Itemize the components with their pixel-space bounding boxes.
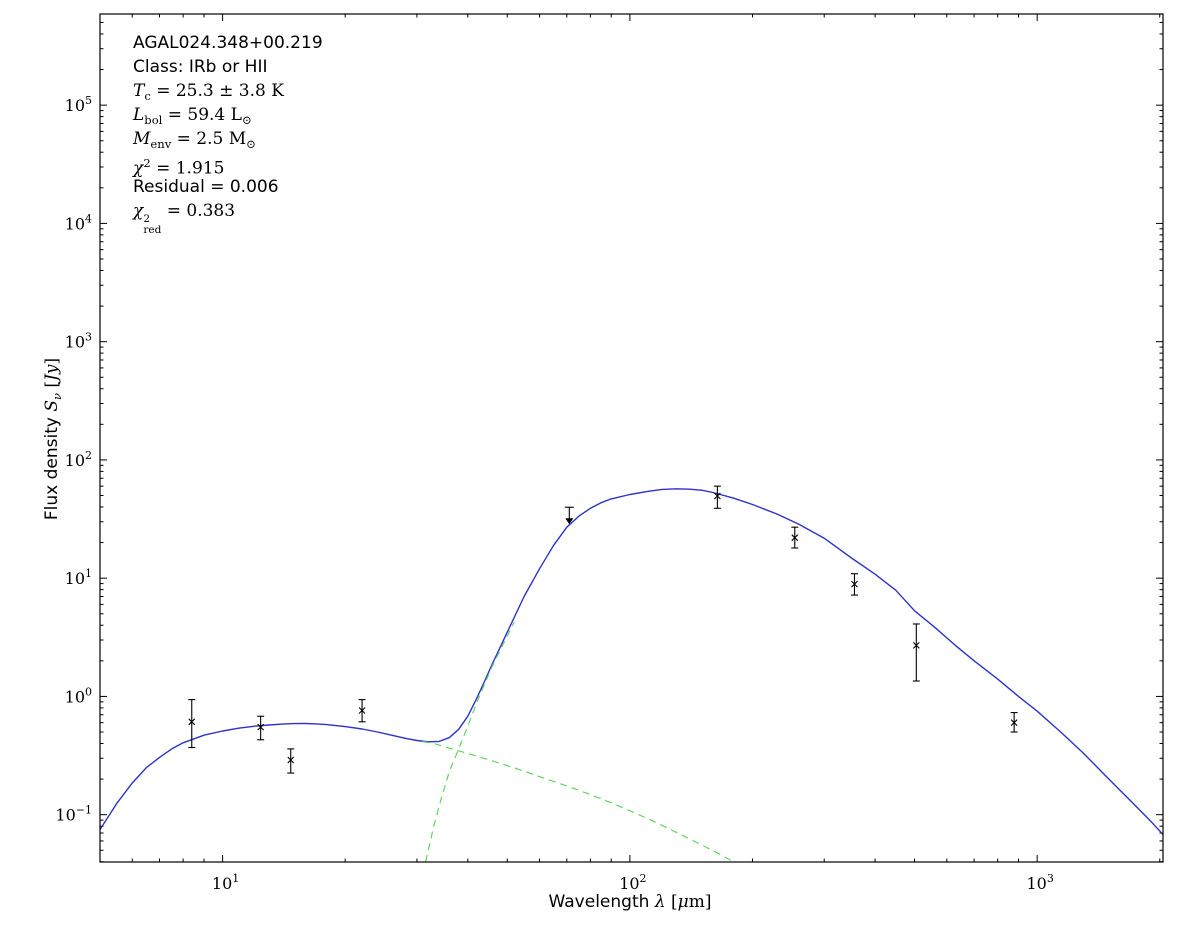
y-tick-label: 102 xyxy=(65,449,92,470)
annotation-block: AGAL024.348+00.219 Class: IRb or HII Tc = … xyxy=(133,31,323,236)
data-point xyxy=(257,715,265,741)
residual: Residual = 0.006 xyxy=(133,177,279,197)
y-tick-label: 105 xyxy=(65,94,92,115)
superscript-subscript-stack: 2 red xyxy=(143,212,162,236)
tick-labels: 101 102 103 10−1 100 101 102 103 104 105 xyxy=(55,94,1053,893)
data-point xyxy=(188,699,196,749)
cold-component-curve xyxy=(425,621,515,862)
dust-temperature: Tc = 25.3 ± 3.8 K xyxy=(133,81,284,104)
y-tick-label: 101 xyxy=(65,567,92,588)
upper-limit-arrow-icon xyxy=(565,518,574,525)
data-points xyxy=(188,485,1018,774)
y-tick-label: 104 xyxy=(65,212,92,233)
x-axis-label: Wavelength λ [μm] xyxy=(548,892,712,912)
x-tick-label: 102 xyxy=(619,872,646,893)
data-point xyxy=(850,573,858,596)
source-name: AGAL024.348+00.219 xyxy=(133,33,323,53)
plot-frame xyxy=(99,13,1164,863)
x-tick-label: 103 xyxy=(1026,872,1053,893)
model-curves xyxy=(100,488,1163,862)
x-tick-label: 101 xyxy=(212,872,239,893)
classification: Class: IRb or HII xyxy=(133,57,268,77)
y-tick-label: 100 xyxy=(65,685,92,706)
bolometric-luminosity: Lbol = 59.4 L⊙ xyxy=(133,105,252,128)
data-point xyxy=(912,623,920,682)
data-point xyxy=(1010,712,1018,733)
data-point xyxy=(791,526,799,549)
warm-component-curve xyxy=(422,741,735,862)
data-point xyxy=(564,506,574,525)
data-point xyxy=(287,748,295,774)
data-point xyxy=(713,485,721,509)
envelope-mass: Menv = 2.5 M⊙ xyxy=(133,129,256,152)
y-axis-label: Flux density Sν [Jy] xyxy=(41,357,65,521)
model-total-fit-curve xyxy=(100,488,1163,835)
chi-squared: χ2 = 1.915 xyxy=(133,156,225,179)
y-tick-label: 103 xyxy=(65,331,92,352)
chi-squared-reduced: χ 2 red = 0.383 xyxy=(133,201,236,236)
y-tick-label: 10−1 xyxy=(55,804,92,825)
data-point xyxy=(358,699,366,723)
